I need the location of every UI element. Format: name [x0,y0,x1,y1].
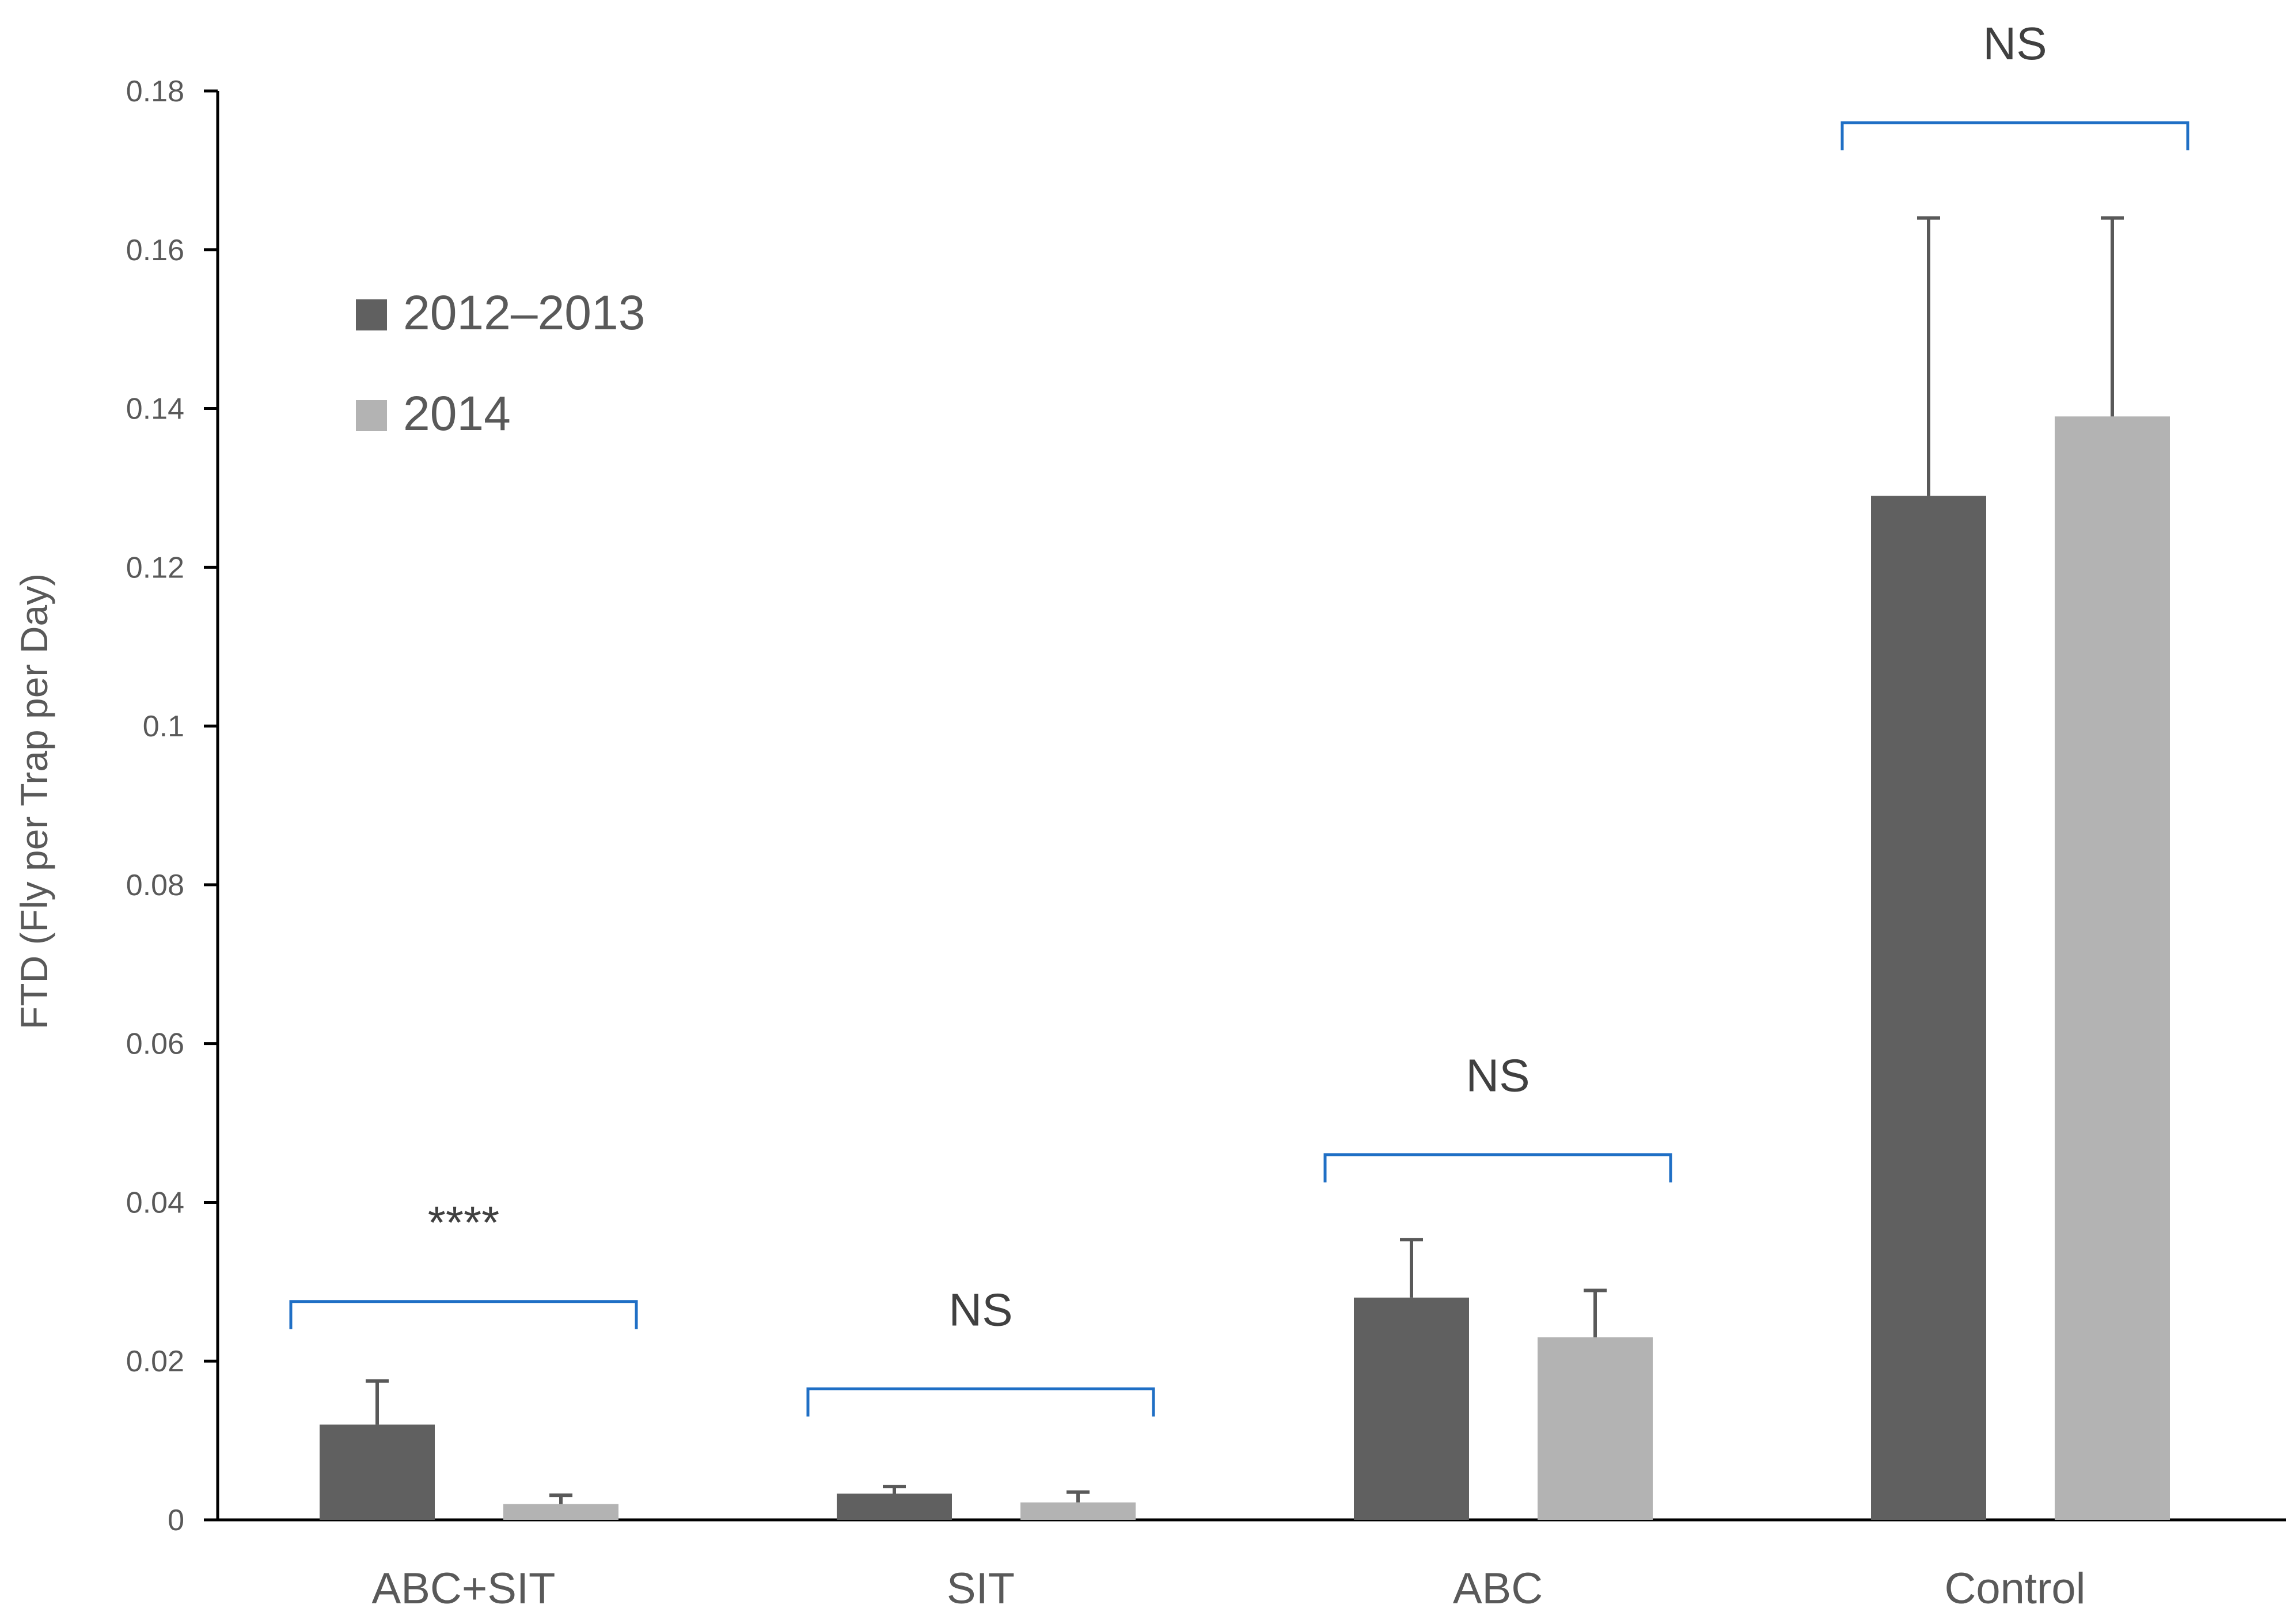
bars [320,416,2170,1520]
y-tick-label: 0.1 [143,710,184,743]
significance-bracket [289,1300,638,1329]
bar [837,1493,952,1520]
bar [1871,496,1986,1520]
error-bars [366,216,2124,1504]
significance-brackets: **** NS NS NS [289,18,2189,1417]
significance-label: **** [428,1197,500,1248]
bar [1538,1337,1653,1520]
y-tick-label: 0.14 [126,393,184,426]
legend-swatch [356,400,387,431]
y-tick-label: 0.18 [126,75,184,108]
significance-label: NS [1983,18,2047,69]
bar [2055,416,2170,1520]
category-labels: ABC+SIT SIT ABC Control [372,1564,2086,1613]
category-label: ABC [1453,1564,1543,1613]
significance-bracket [806,1387,1155,1417]
significance-bracket [1840,121,2189,151]
legend: 2012–2013 2014 [356,286,645,440]
legend-label: 2012–2013 [403,286,645,340]
category-label: SIT [947,1564,1015,1613]
significance-bracket [1323,1153,1672,1182]
y-tick-label: 0.06 [126,1028,184,1061]
y-axis-ticks: 0 0.02 0.04 0.06 0.08 0.1 0.12 0.14 0.16 0.18 [126,75,218,1537]
bar [320,1424,435,1520]
significance-label: NS [1466,1050,1530,1101]
bar [1354,1297,1469,1520]
significance-label: NS [948,1284,1012,1335]
y-tick-label: 0.04 [126,1186,184,1219]
y-axis-label: FTD (Fly per Trap per Day) [13,573,55,1029]
category-label: Control [1945,1564,2086,1613]
y-tick-label: 0.08 [126,869,184,902]
y-tick-label: 0.12 [126,551,184,584]
bar [1020,1502,1136,1520]
y-tick-label: 0.16 [126,234,184,267]
y-tick-label: 0.02 [126,1345,184,1378]
legend-swatch [356,299,387,330]
legend-label: 2014 [403,386,511,440]
category-label: ABC+SIT [372,1564,556,1613]
y-tick-label: 0 [168,1504,184,1537]
bar [503,1504,618,1520]
